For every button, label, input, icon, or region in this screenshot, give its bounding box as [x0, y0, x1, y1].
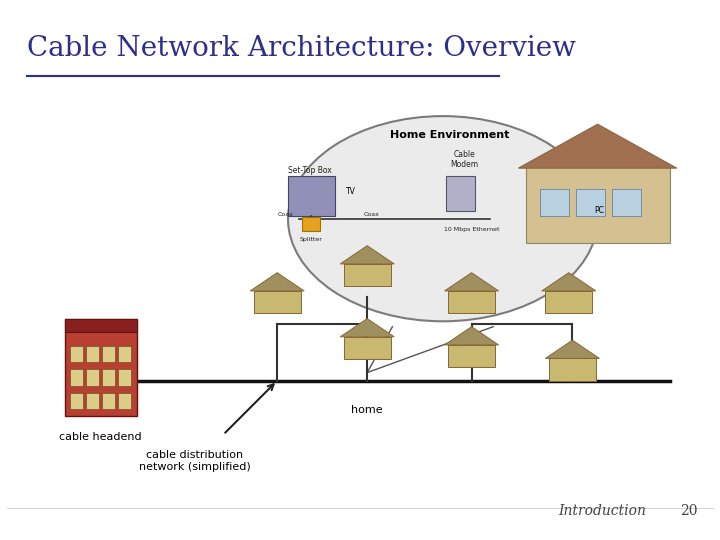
- Text: Splitter: Splitter: [300, 238, 323, 242]
- Bar: [302, 217, 320, 231]
- Polygon shape: [526, 166, 670, 243]
- Text: 10 Mbps Ethernet: 10 Mbps Ethernet: [444, 227, 500, 232]
- Text: 20: 20: [680, 504, 698, 518]
- Bar: [102, 369, 114, 386]
- Bar: [70, 369, 83, 386]
- Text: cable headend: cable headend: [60, 432, 142, 442]
- Polygon shape: [518, 124, 677, 168]
- Bar: [448, 345, 495, 367]
- Bar: [117, 369, 131, 386]
- Bar: [254, 291, 301, 313]
- Polygon shape: [341, 246, 395, 264]
- Bar: [446, 176, 475, 211]
- Bar: [65, 319, 137, 332]
- Bar: [70, 346, 83, 362]
- Ellipse shape: [288, 116, 598, 321]
- Bar: [86, 393, 99, 409]
- Bar: [576, 189, 605, 216]
- Bar: [117, 393, 131, 409]
- Text: PC: PC: [594, 206, 604, 215]
- Bar: [288, 176, 335, 216]
- Text: Cable
Modem: Cable Modem: [450, 150, 479, 170]
- Bar: [102, 393, 114, 409]
- Bar: [102, 346, 114, 362]
- Bar: [612, 189, 641, 216]
- Bar: [344, 337, 390, 359]
- Bar: [65, 319, 137, 416]
- Polygon shape: [251, 273, 304, 291]
- Polygon shape: [341, 319, 395, 337]
- Text: Cable Network Architecture: Overview: Cable Network Architecture: Overview: [27, 35, 577, 62]
- Bar: [86, 369, 99, 386]
- Polygon shape: [542, 273, 596, 291]
- Bar: [86, 346, 99, 362]
- Bar: [448, 291, 495, 313]
- Text: Set-Top Box: Set-Top Box: [288, 166, 331, 175]
- Bar: [546, 291, 593, 313]
- Text: cable distribution
network (simplified): cable distribution network (simplified): [138, 450, 251, 472]
- Text: home: home: [351, 405, 383, 415]
- Text: Introduction: Introduction: [558, 504, 646, 518]
- Text: Coax: Coax: [364, 212, 379, 217]
- Polygon shape: [445, 273, 498, 291]
- Bar: [344, 264, 390, 286]
- Bar: [117, 346, 131, 362]
- Polygon shape: [546, 340, 599, 359]
- Polygon shape: [445, 327, 498, 345]
- Text: Home Environment: Home Environment: [390, 130, 510, 140]
- Bar: [549, 359, 596, 381]
- Bar: [540, 189, 569, 216]
- Bar: [70, 393, 83, 409]
- Text: Coax: Coax: [277, 212, 293, 217]
- Text: TV: TV: [346, 187, 356, 197]
